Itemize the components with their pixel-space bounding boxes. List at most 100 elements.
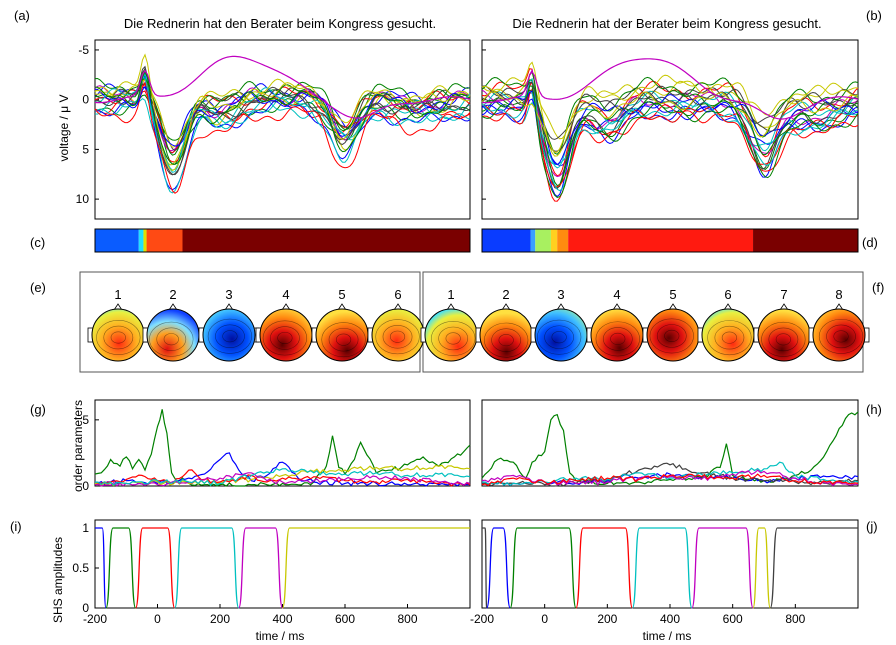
topomap-head [259,308,313,362]
erp-trace-outlier [481,58,859,120]
topomap-contour [149,321,194,357]
topomap-contour [498,334,514,347]
erp-trace [481,91,859,153]
topomap-label: 3 [557,287,564,302]
topomap-contour [536,319,582,355]
y-tick-label: 5 [82,142,89,156]
topomap-contour [768,327,799,352]
topomap-head [146,308,200,362]
panel-letter-c: (c) [30,235,45,250]
topomap-contour [431,320,476,356]
topomap-head [590,308,644,362]
topomap-contour [389,330,406,343]
shs-amplitude-curve [509,527,577,609]
segment [182,229,470,252]
plot-frame [94,39,471,220]
x-tick-label: 800 [785,612,805,626]
erp-trace [94,82,471,194]
topomap-nose [501,303,511,311]
topomap-head [812,308,866,362]
erp-panel-b [481,39,859,220]
order-parameter-line [94,452,471,487]
x-tick-label: 0 [541,612,548,626]
panel-letter-g: (g) [30,402,46,417]
erp-trace [94,53,471,171]
panel-letter-i: (i) [10,519,22,534]
topomap-nose [393,303,403,311]
plot-frame [481,519,859,609]
shs-amplitude-curve [631,527,693,609]
segment [535,229,551,252]
topomap-label: 4 [613,287,620,302]
plot-frame [481,399,859,487]
x-tick-label: 600 [723,612,743,626]
shs-panel-j: -200 0 200 400 600 800 [470,519,859,626]
panel-letter-a: (a) [14,8,30,23]
shs-amplitude-curve [134,527,176,609]
segment-frame [94,228,471,253]
topomap-nose [779,303,789,311]
shs-amplitude-curve [238,527,284,609]
erp-trace [481,70,859,187]
topomap-contour [96,320,141,355]
y-tick-label: 0.5 [72,561,89,575]
topomap-contour [664,329,680,342]
y-tick-label: 0 [82,93,89,107]
topomap-contour [484,322,529,358]
ylabel-order: order parameters [71,400,85,492]
topomap-contour [826,324,856,349]
erp-trace [481,81,859,152]
topomap-contour [375,319,420,355]
segment [557,229,569,252]
x-tick-label: 200 [597,612,617,626]
y-tick-label: -5 [78,43,89,57]
topomap-head [479,308,533,362]
plot-frame [94,519,471,609]
topomap-nose [224,303,234,311]
topomap-row-e: 1 2 3 4 5 6 [87,287,429,362]
topomap-nose [723,303,733,311]
topomap-contour [761,321,806,357]
y-tick-label: 1 [82,521,89,535]
segment [482,229,531,252]
x-tick-label: 400 [660,612,680,626]
topomap-contour [277,331,293,344]
erp-trace [94,71,471,141]
topomap-contour [491,328,522,352]
topomap-head [371,308,425,362]
topomap-label: 1 [447,287,454,302]
segmentation-bar-c [94,228,471,253]
topomap-nose [612,303,622,311]
y-tick-label: 10 [76,192,90,206]
panel-letter-e: (e) [30,280,46,295]
shs-amplitude-curve [769,527,858,609]
topomap-nose [113,303,123,311]
plot-frame [94,399,471,487]
topomap-contour [222,330,238,343]
topomap-contour [103,325,134,350]
topomap-contour [215,324,245,348]
topomap-contour [335,333,352,346]
topomap-contour [328,327,359,352]
topomap-contour [714,325,745,350]
y-tick-label: 0 [82,479,89,493]
topomap-nose [337,303,347,311]
topomap-contour [602,327,633,351]
erp-trace [94,83,471,154]
order-parameter-line [94,472,471,487]
segment [95,229,139,252]
panel-letter-h: (h) [866,402,882,417]
topomap-contour [833,330,849,343]
order-parameter-line [94,467,471,487]
topomap-head [757,308,811,362]
segment [146,229,183,252]
topomap-label: 2 [502,287,509,302]
shs-panel-i: 00.51-200 0 200 400 600 800 [72,519,471,626]
segment [550,229,558,252]
shs-amplitude-curve [691,527,754,609]
topomap-nose [168,303,178,311]
topomap-label: 6 [724,287,731,302]
erp-trace [481,61,859,157]
topomap-contour [110,331,126,344]
